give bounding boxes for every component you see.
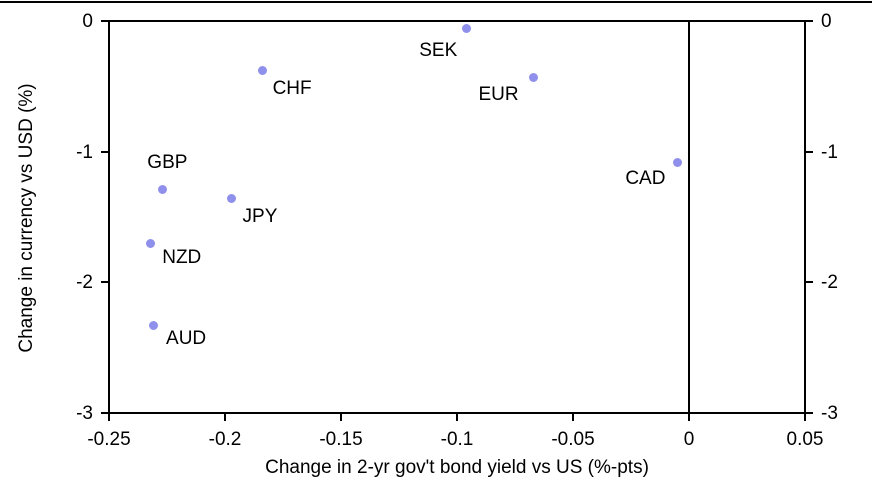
x-tick-label: 0 [683,429,695,450]
point-marker-cad [672,157,682,167]
y-tick-label-left: -1 [76,141,93,163]
point-label-eur: EUR [478,84,519,106]
x-axis-tick [108,413,110,421]
y-tick-label-left: -3 [76,403,93,424]
x-tick-label: 0.05 [786,429,824,450]
y-axis-tick-right [805,281,813,284]
y-tick-label-left: 0 [82,11,93,32]
y-axis-tick-right [805,150,813,153]
y-axis-tick-left [101,20,109,22]
point-label-jpy: JPY [242,205,278,227]
point-marker-aud [148,320,158,330]
x-axis-tick [456,413,458,421]
y-tick-label-right: -1 [821,141,838,163]
point-label-nzd: NZD [162,247,202,269]
x-tick-label: -0.2 [208,429,242,450]
point-label-cad: CAD [625,168,666,190]
y-tick-label-right: 0 [821,11,832,32]
point-label-gbp: GBP [147,151,188,173]
point-marker-gbp [157,185,167,195]
y-tick-label-left: -2 [76,272,93,294]
point-marker-chf [257,66,267,76]
y-axis-tick-right [805,412,813,414]
point-marker-eur [529,72,539,82]
y-axis-tick-left [101,150,109,153]
x-axis-tick [572,413,574,421]
top-border-line [0,1,872,3]
y-tick-label-right: -3 [821,403,838,424]
point-label-aud: AUD [166,328,207,350]
plot-area [108,20,806,414]
y-axis-tick-left [101,281,109,284]
y-axis-tick-right [805,20,813,22]
x-axis-tick [340,413,342,421]
point-marker-sek [461,24,471,34]
point-marker-nzd [146,238,156,248]
x-axis-tick [688,413,690,421]
x-tick-label: -0.15 [319,429,363,450]
y-axis-title: Change in currency vs USD (%) [16,83,37,353]
y-axis-tick-left [101,412,109,414]
point-marker-jpy [227,194,237,204]
x-axis-title: Change in 2-yr gov't bond yield vs US (%… [265,457,649,478]
x-tick-label: -0.1 [440,429,474,450]
zero-reference-line [688,21,690,413]
x-tick-label: -0.05 [551,429,595,450]
x-tick-label: -0.25 [87,429,131,450]
y-tick-label-right: -2 [821,272,838,294]
x-axis-tick [804,413,806,421]
point-label-chf: CHF [272,77,312,99]
point-label-sek: SEK [419,39,458,61]
x-axis-tick [224,413,226,421]
